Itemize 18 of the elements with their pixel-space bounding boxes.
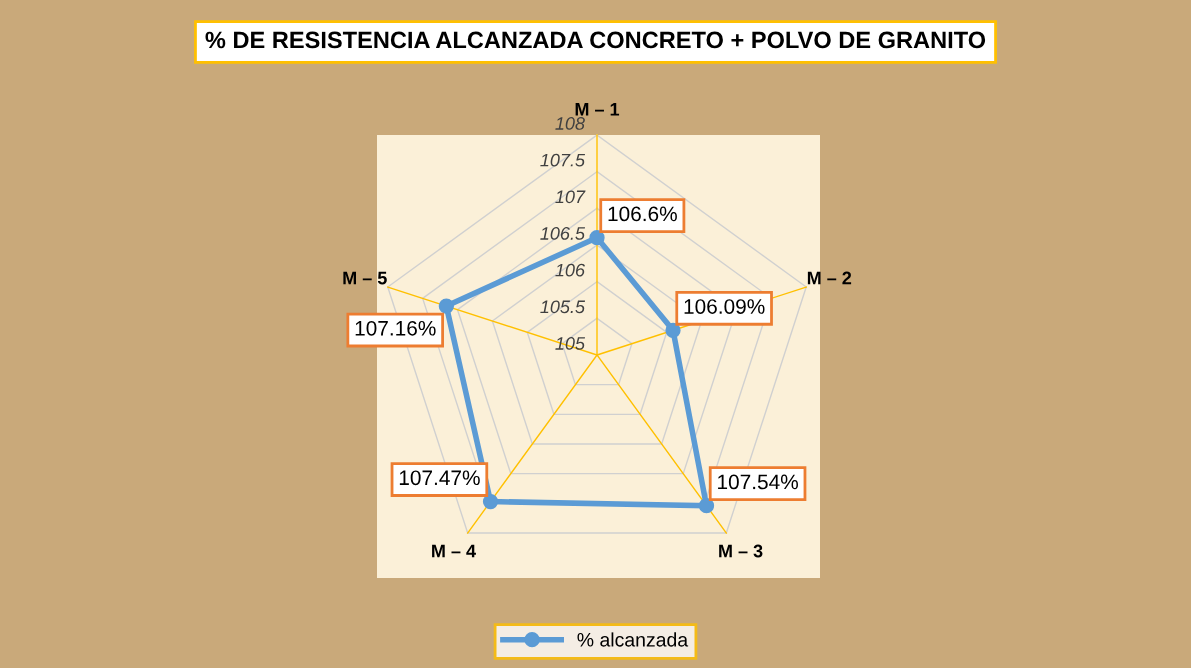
data-label: 107.47% — [399, 470, 480, 486]
data-label: 107.54% — [718, 474, 798, 490]
y-tick-label: 108 — [555, 117, 585, 130]
spoke-label: M – 2 — [807, 271, 852, 285]
spoke-label: M – 5 — [343, 271, 387, 285]
data-label: 106.6% — [608, 206, 677, 222]
data-label: 107.16% — [355, 320, 436, 336]
legend-label: % alcanzada — [577, 632, 689, 647]
y-tick-label: 107 — [555, 190, 586, 204]
y-tick-label: 106.5 — [540, 227, 586, 240]
data-label: 106.09% — [684, 299, 765, 314]
y-tick-label: 105.5 — [540, 300, 586, 314]
spoke-label: M – 4 — [432, 544, 476, 558]
spoke-label: M – 3 — [719, 544, 763, 558]
y-tick-label: 107.5 — [540, 153, 586, 167]
chart-title: % DE RESISTENCIA ALCANZADA CONCRETO + POLVO DE GRANITO — [205, 31, 986, 49]
spoke-label: M – 1 — [575, 103, 620, 116]
y-tick-label: 106 — [555, 263, 585, 277]
